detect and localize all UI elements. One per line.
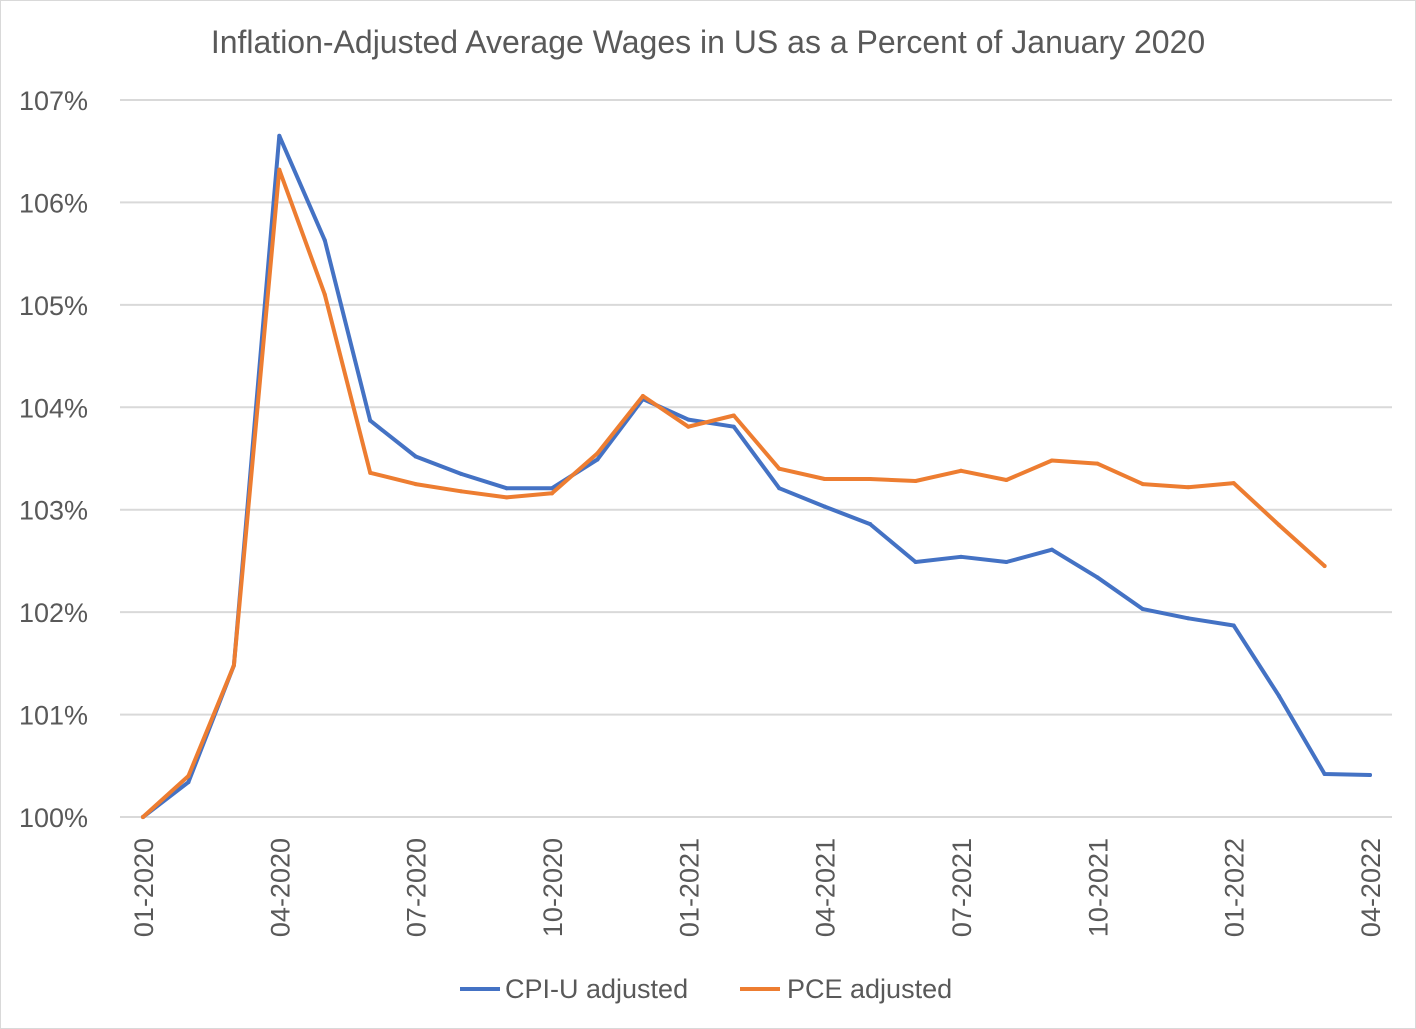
data-point [595, 451, 600, 456]
x-tick-label: 04-2022 [1356, 838, 1386, 937]
data-point [413, 454, 418, 459]
x-tick-label: 10-2020 [538, 838, 568, 937]
data-point [1140, 482, 1145, 487]
data-point [1186, 485, 1191, 490]
data-point [459, 489, 464, 494]
data-point [595, 457, 600, 462]
data-point [1004, 559, 1009, 564]
data-point [686, 417, 691, 422]
data-point [1322, 771, 1327, 776]
data-point [640, 394, 645, 399]
data-point [1140, 607, 1145, 612]
data-point [550, 486, 554, 491]
data-point [959, 468, 963, 473]
data-point [913, 479, 918, 484]
y-tick-label: 102% [19, 598, 88, 628]
data-point [959, 554, 963, 559]
data-point [141, 815, 145, 819]
data-point [1231, 623, 1236, 628]
data-point [1049, 458, 1054, 463]
x-tick-label: 01-2022 [1220, 838, 1250, 937]
data-point [413, 482, 418, 487]
data-point [1186, 616, 1191, 621]
y-tick-label: 105% [19, 291, 88, 321]
data-point [277, 133, 282, 138]
data-point [504, 495, 509, 500]
data-point [322, 238, 327, 243]
y-tick-label: 106% [19, 188, 88, 218]
data-point [504, 486, 509, 491]
data-point [368, 418, 373, 423]
x-tick-label: 01-2021 [674, 838, 704, 937]
series-line-cpi-u [141, 133, 1372, 819]
data-point [868, 522, 873, 527]
y-tick-label: 104% [19, 393, 88, 423]
x-tick-label: 04-2021 [811, 838, 841, 937]
y-tick-label: 101% [19, 701, 88, 731]
data-point [1322, 564, 1327, 569]
data-point [186, 774, 191, 779]
legend-label: CPI-U adjusted [505, 974, 688, 1004]
data-point [731, 413, 736, 418]
data-point [1368, 773, 1372, 778]
x-tick-label: 04-2020 [265, 838, 295, 937]
y-tick-label: 103% [19, 496, 88, 526]
data-point [1095, 461, 1100, 466]
data-point [1277, 523, 1282, 528]
data-point [686, 424, 691, 429]
data-point [459, 471, 464, 476]
data-point [186, 780, 191, 785]
data-point [550, 491, 554, 496]
data-point [322, 292, 327, 297]
data-point [231, 663, 236, 668]
data-point [1004, 478, 1009, 483]
legend-label: PCE adjusted [787, 974, 952, 1004]
data-point [1277, 694, 1282, 699]
data-point [868, 476, 873, 481]
data-point [1049, 547, 1054, 552]
data-point [368, 470, 373, 475]
data-point [1095, 575, 1100, 580]
data-point [1231, 481, 1236, 486]
data-point [777, 466, 782, 471]
x-tick-label: 01-2020 [129, 838, 159, 937]
y-tick-label: 107% [19, 86, 88, 116]
series-line-pce [141, 167, 1327, 819]
x-tick-label: 10-2021 [1083, 838, 1113, 937]
y-tick-label: 100% [19, 803, 88, 833]
data-point [277, 167, 282, 172]
chart-title: Inflation-Adjusted Average Wages in US a… [211, 24, 1205, 60]
data-point [822, 504, 827, 509]
x-tick-label: 07-2020 [402, 838, 432, 937]
data-point [913, 559, 918, 564]
x-tick-label: 07-2021 [947, 838, 977, 937]
data-point [777, 486, 782, 491]
data-point [822, 476, 827, 481]
data-point [731, 424, 736, 429]
